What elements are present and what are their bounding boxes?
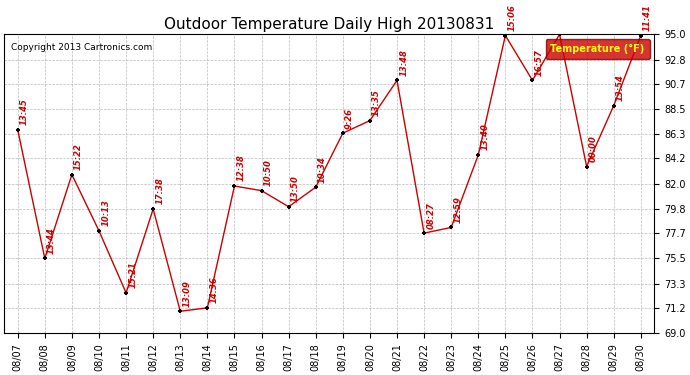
Text: 13:50: 13:50 bbox=[290, 175, 299, 202]
Point bbox=[635, 33, 647, 39]
Text: 00:00: 00:00 bbox=[589, 135, 598, 162]
Point bbox=[337, 130, 348, 136]
Point bbox=[391, 77, 402, 83]
Text: 15:06: 15:06 bbox=[508, 4, 517, 31]
Point bbox=[581, 164, 592, 170]
Point bbox=[527, 77, 538, 83]
Point bbox=[121, 290, 132, 296]
Point bbox=[446, 224, 457, 230]
Legend: Temperature (°F): Temperature (°F) bbox=[546, 39, 649, 59]
Text: 13:48: 13:48 bbox=[399, 49, 408, 76]
Text: 17:38: 17:38 bbox=[155, 177, 164, 204]
Text: 11:41: 11:41 bbox=[643, 4, 652, 31]
Text: 10:34: 10:34 bbox=[318, 156, 327, 183]
Text: 13:45: 13:45 bbox=[20, 98, 29, 125]
Text: 13:09: 13:09 bbox=[182, 280, 191, 307]
Title: Outdoor Temperature Daily High 20130831: Outdoor Temperature Daily High 20130831 bbox=[164, 17, 495, 32]
Text: 12:38: 12:38 bbox=[237, 154, 246, 182]
Text: 13:54: 13:54 bbox=[616, 74, 625, 101]
Text: 9:26: 9:26 bbox=[345, 108, 354, 129]
Text: 12:59: 12:59 bbox=[453, 196, 462, 223]
Text: 16:57: 16:57 bbox=[535, 49, 544, 76]
Text: 14:36: 14:36 bbox=[210, 276, 219, 303]
Text: Copyright 2013 Cartronics.com: Copyright 2013 Cartronics.com bbox=[10, 44, 152, 52]
Text: 13:44: 13:44 bbox=[47, 227, 56, 254]
Text: 13:40: 13:40 bbox=[480, 123, 489, 150]
Point bbox=[283, 204, 294, 210]
Point bbox=[175, 308, 186, 314]
Point bbox=[93, 228, 104, 234]
Text: 15:21: 15:21 bbox=[128, 261, 137, 288]
Text: 10:13: 10:13 bbox=[101, 200, 110, 226]
Point bbox=[608, 103, 619, 109]
Text: 13:35: 13:35 bbox=[372, 89, 381, 116]
Text: 10:50: 10:50 bbox=[264, 159, 273, 186]
Point bbox=[554, 32, 565, 38]
Point bbox=[256, 188, 267, 194]
Point bbox=[66, 171, 77, 177]
Point bbox=[500, 33, 511, 39]
Text: 08:27: 08:27 bbox=[426, 202, 435, 228]
Point bbox=[148, 206, 159, 212]
Point bbox=[39, 255, 50, 261]
Point bbox=[229, 183, 240, 189]
Point bbox=[473, 152, 484, 158]
Point bbox=[419, 230, 430, 236]
Point bbox=[310, 184, 322, 190]
Text: 15:22: 15:22 bbox=[74, 143, 83, 170]
Point bbox=[364, 117, 375, 123]
Point bbox=[202, 305, 213, 311]
Point bbox=[12, 127, 23, 133]
